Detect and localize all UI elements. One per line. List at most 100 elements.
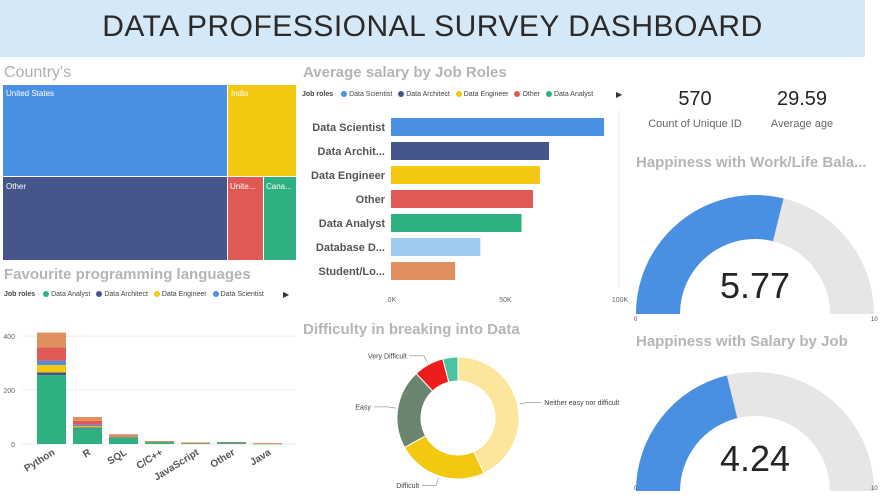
treemap-tile-india[interactable]: India (228, 85, 296, 176)
donut-slice[interactable] (442, 356, 459, 383)
treemap-label: Cana... (266, 182, 292, 191)
legend-dot (153, 291, 160, 297)
stacked-bar-segment[interactable] (109, 435, 138, 436)
category-label: Database D... (316, 242, 385, 254)
stacked-bar-segment[interactable] (37, 347, 66, 361)
legend-item[interactable]: Data Scientist (209, 291, 264, 298)
stacked-bar-segment[interactable] (73, 428, 102, 444)
treemap-label: Unite... (230, 182, 256, 191)
legend-item[interactable]: Other (510, 91, 540, 98)
category-label: Data Analyst (319, 218, 386, 230)
treemap-tile-united-kingdom[interactable]: Unite... (228, 177, 263, 260)
gauge-max-label: 10 (871, 317, 878, 323)
treemap-tile-canada[interactable]: Cana... (264, 177, 296, 260)
stacked-bar-segment[interactable] (37, 332, 66, 348)
legend-label: Data Scientist (220, 291, 264, 298)
stacked-bar-segment[interactable] (217, 442, 246, 444)
x-tick-label: 50K (499, 297, 512, 304)
legend-item[interactable]: Data Architect (92, 291, 148, 298)
gauge-min-label: 0 (634, 486, 638, 492)
legend-item[interactable]: Data Engineer (150, 291, 207, 298)
stacked-bar-segment[interactable] (109, 436, 138, 438)
stacked-bar-segment[interactable] (145, 441, 174, 442)
stacked-bar-segment[interactable] (109, 438, 138, 444)
donut-label: Very Difficult (368, 353, 407, 360)
donut-slice[interactable] (403, 435, 485, 480)
legend-label: Data Engineer (161, 291, 207, 298)
treemap-label: United States (6, 89, 55, 98)
stacked-bar-segment[interactable] (37, 364, 66, 373)
stacked-bar-segment[interactable] (253, 443, 282, 444)
stacked-bar-segment[interactable] (73, 426, 102, 428)
category-label: Data Archit... (318, 146, 385, 158)
legend-next-icon[interactable]: ▶ (616, 90, 623, 99)
legend-dot (212, 291, 219, 297)
legend-item[interactable]: Data Scientist (337, 91, 392, 98)
languages-title: Favourite programming languages (4, 266, 251, 283)
gauge-min-label: 0 (634, 317, 638, 323)
stacked-bar-segment[interactable] (37, 372, 66, 376)
salary-bar[interactable] (391, 166, 540, 184)
salary-bar[interactable] (391, 214, 522, 232)
legend-dot (96, 291, 103, 297)
gauge-worklife (636, 195, 874, 314)
legend-label: Data Architect (406, 91, 450, 98)
salary-bar[interactable] (391, 118, 604, 136)
average-age-label: Average age (770, 118, 834, 130)
stacked-bar-segment[interactable] (181, 443, 210, 445)
legend-title: Job roles (302, 91, 334, 98)
stacked-bar-segment[interactable] (109, 437, 138, 439)
gauge-worklife-value: 5.77 (719, 265, 791, 306)
stacked-bar-segment[interactable] (73, 427, 102, 429)
salary-bar[interactable] (391, 238, 481, 256)
donut-slice[interactable] (457, 356, 520, 474)
legend-label: Data Engineer (463, 91, 509, 98)
category-label: Student/Lo... (318, 266, 385, 278)
stacked-bar-segment[interactable] (181, 442, 210, 443)
legend-label: Other (522, 91, 540, 98)
legend-item[interactable]: Data Analyst (542, 91, 593, 98)
legend-dot (514, 91, 521, 97)
stacked-bar-segment[interactable] (73, 417, 102, 421)
legend-label: Data Analyst (553, 91, 594, 98)
stacked-bar-segment[interactable] (109, 435, 138, 437)
treemap-tile-united-states[interactable]: United States (3, 85, 227, 176)
gauge-fill (636, 375, 738, 491)
stacked-bar-segment[interactable] (109, 434, 138, 436)
stacked-bar-segment[interactable] (73, 424, 102, 427)
stacked-bar-segment[interactable] (145, 441, 174, 444)
x-tick-label: .0K (386, 297, 397, 304)
leader-line (409, 355, 428, 363)
legend-item[interactable]: Data Architect (394, 91, 450, 98)
gauge-max-label: 10 (871, 486, 878, 492)
treemap-tile-other[interactable]: Other (3, 177, 227, 260)
stacked-bar-segment[interactable] (73, 420, 102, 425)
legend-label: Data Analyst (51, 291, 91, 298)
legend-item[interactable]: Data Analyst (39, 291, 90, 298)
y-tick-label: 400 (3, 334, 15, 341)
x-tick-label: 100K (612, 297, 629, 304)
average-age-value: 29.59 (776, 88, 828, 110)
category-label: Data Engineer (311, 170, 386, 182)
category-label: Other (209, 447, 238, 471)
legend-dot (398, 91, 405, 97)
gauge-worklife-title: Happiness with Work/Life Bala... (636, 154, 867, 171)
category-label: Python (23, 447, 58, 474)
salary-bar[interactable] (391, 142, 550, 160)
stacked-bar-segment[interactable] (37, 360, 66, 365)
countries-treemap[interactable]: United States India Other Unite... Cana.… (3, 85, 296, 260)
category-label: R (81, 447, 94, 461)
legend-dot (545, 91, 552, 97)
stacked-bar-segment[interactable] (217, 442, 246, 443)
legend-next-icon[interactable]: ▶ (283, 290, 290, 299)
salary-bar[interactable] (391, 190, 533, 208)
difficulty-title: Difficulty in breaking into Data (303, 321, 520, 338)
difficulty-donut-chart: Neither easy nor difficult Difficult Easy V… (355, 353, 619, 490)
category-label: SQL (106, 447, 129, 467)
donut-label: Neither easy nor difficult (544, 400, 619, 407)
legend-item[interactable]: Data Engineer (452, 91, 509, 98)
stacked-bar-segment[interactable] (37, 375, 66, 444)
legend-dot (43, 291, 50, 297)
salary-bar[interactable] (391, 262, 456, 280)
